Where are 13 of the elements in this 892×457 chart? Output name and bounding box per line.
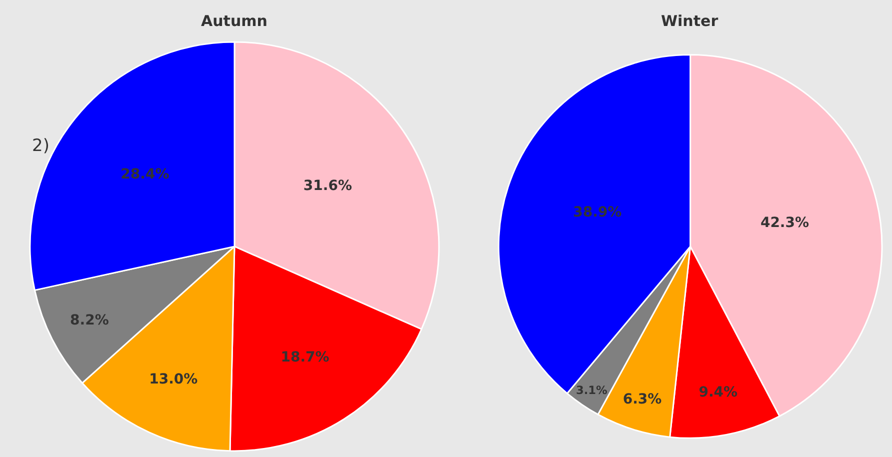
data-label: 31.6%: [303, 178, 352, 194]
chart-title: Winter: [661, 12, 719, 30]
data-label: 18.7%: [280, 349, 330, 366]
data-label: 13.0%: [149, 371, 198, 388]
data-label: 42.3%: [760, 215, 810, 232]
data-label: 9.4%: [698, 384, 738, 400]
data-label: 6.3%: [622, 391, 662, 408]
data-label: 8.2%: [70, 312, 109, 329]
data-label: 3.1%: [576, 382, 608, 397]
data-label: 28.4%: [120, 166, 170, 182]
text: 2): [32, 136, 50, 156]
chart-title: Autumn: [201, 12, 268, 30]
data-label: 38.9%: [573, 204, 622, 221]
